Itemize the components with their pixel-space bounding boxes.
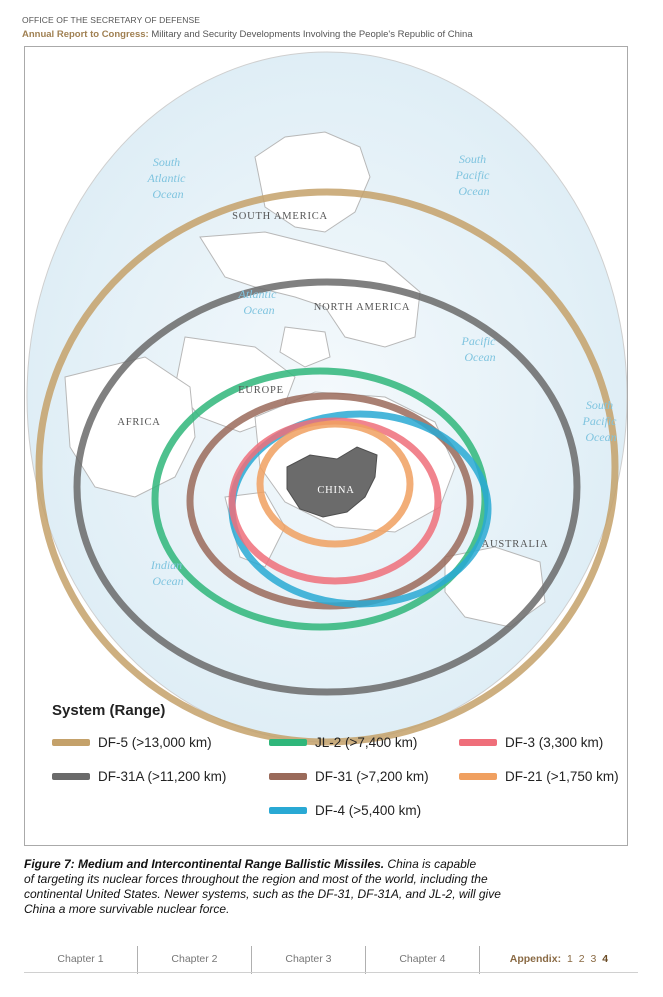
- footer-divider: [24, 972, 638, 973]
- legend-item-df3: DF-3 (3,300 km): [459, 732, 603, 752]
- label-south-pacific-top: South Pacific Ocean: [455, 152, 493, 198]
- label-south-pacific-right: South Pacific Ocean: [582, 398, 620, 444]
- legend-label: DF-3 (3,300 km): [505, 734, 604, 750]
- label-south-atlantic: South Atlantic Ocean: [147, 155, 189, 201]
- legend-label: JL-2 (>7,400 km): [315, 734, 418, 750]
- appendix-page-4[interactable]: 4: [602, 953, 609, 965]
- office-header: OFFICE OF THE SECRETARY OF DEFENSE: [22, 15, 200, 25]
- nav-chapter-2[interactable]: Chapter 2: [138, 946, 252, 974]
- legend-swatch: [269, 806, 307, 814]
- legend-item-df31: DF-31 (>7,200 km): [269, 766, 429, 786]
- legend-swatch: [52, 772, 90, 780]
- report-header: Annual Report to Congress: Military and …: [22, 29, 473, 40]
- legend-item-df4: DF-4 (>5,400 km): [269, 800, 421, 820]
- appendix-label: Appendix:: [509, 953, 562, 965]
- legend-swatch: [459, 738, 497, 746]
- report-title: Military and Security Developments Invol…: [151, 29, 473, 40]
- legend-label: DF-21 (>1,750 km): [505, 768, 619, 784]
- legend-label: DF-5 (>13,000 km): [98, 734, 212, 750]
- report-prefix: Annual Report to Congress:: [22, 29, 149, 40]
- legend-swatch: [459, 772, 497, 780]
- legend-item-df31a: DF-31A (>11,200 km): [52, 766, 226, 786]
- legend-label: DF-31A (>11,200 km): [98, 768, 227, 784]
- legend-swatch: [52, 738, 90, 746]
- nav-chapter-4[interactable]: Chapter 4: [366, 946, 480, 974]
- label-atlantic: Atlantic Ocean: [238, 287, 280, 317]
- north-america-land: [199, 231, 421, 348]
- label-north-america: NORTH AMERICA: [314, 302, 410, 313]
- legend-item-df5: DF-5 (>13,000 km): [52, 732, 212, 752]
- nav-chapter-1[interactable]: Chapter 1: [24, 946, 138, 974]
- ring-df21: [256, 420, 414, 548]
- figure-caption: Figure 7: Medium and Intercontinental Ra…: [24, 857, 634, 917]
- greenland-land: [279, 326, 331, 368]
- range-rings: [35, 188, 619, 746]
- ring-df31: [186, 392, 474, 610]
- label-pacific: Pacific Ocean: [461, 334, 499, 364]
- label-indian: Indian Ocean: [150, 558, 185, 588]
- legend-label: DF-4 (>5,400 km): [315, 802, 422, 818]
- nav-chapter-3[interactable]: Chapter 3: [252, 946, 366, 974]
- label-south-america: SOUTH AMERICA: [232, 211, 328, 222]
- range-map: South Atlantic Ocean South Pacific Ocean…: [26, 51, 627, 746]
- legend-item-df21: DF-21 (>1,750 km): [459, 766, 619, 786]
- caption-line3: continental United States. Newer systems…: [24, 887, 501, 901]
- caption-line1: China is capable: [387, 857, 477, 871]
- legend-item-jl2: JL-2 (>7,400 km): [269, 732, 417, 752]
- caption-title: Figure 7: Medium and Intercontinental Ra…: [24, 857, 385, 871]
- legend-swatch: [269, 738, 307, 746]
- appendix-page-3[interactable]: 3: [590, 953, 597, 965]
- label-africa: AFRICA: [117, 417, 160, 428]
- caption-line2: of targeting its nuclear forces througho…: [24, 872, 488, 886]
- ring-df31a: [73, 278, 581, 696]
- ring-df5: [35, 188, 619, 746]
- legend-swatch: [269, 772, 307, 780]
- label-china: CHINA: [317, 485, 354, 496]
- landmasses: [64, 131, 546, 628]
- china-land: [286, 446, 378, 518]
- appendix-page-2[interactable]: 2: [578, 953, 585, 965]
- figure-panel: South Atlantic Ocean South Pacific Ocean…: [24, 46, 628, 846]
- label-europe: EUROPE: [238, 385, 284, 396]
- caption-line4: China a more survivable nuclear force.: [24, 902, 230, 916]
- appendix-page-1[interactable]: 1: [567, 953, 573, 965]
- label-australia: AUSTRALIA: [482, 539, 549, 550]
- chapter-nav: Chapter 1 Chapter 2 Chapter 3 Chapter 4 …: [24, 946, 638, 974]
- legend-title: System (Range): [52, 702, 166, 719]
- nav-appendix: Appendix: 1 2 3 4: [480, 946, 638, 974]
- legend-label: DF-31 (>7,200 km): [315, 768, 429, 784]
